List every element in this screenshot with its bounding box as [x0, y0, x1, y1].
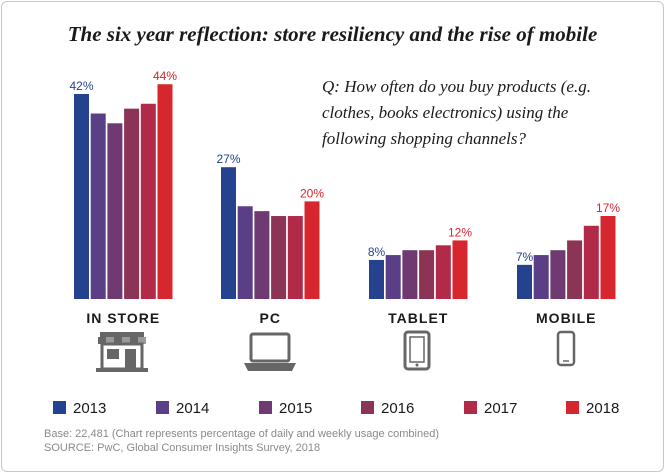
- legend-swatch: [566, 401, 579, 414]
- legend-item-2018: 2018: [566, 400, 619, 417]
- chart-title: The six year reflection: store resilienc…: [67, 22, 598, 46]
- bar-2013: [517, 264, 532, 299]
- category-label: TABLET: [388, 310, 448, 326]
- bar-2018: [600, 216, 616, 299]
- legend-swatch: [53, 401, 66, 414]
- survey-question: Q: How often do you buy products (e.g. c…: [322, 77, 591, 148]
- bar-2016: [419, 250, 435, 299]
- data-label: 20%: [300, 186, 324, 200]
- legend-item-2017: 2017: [464, 400, 517, 417]
- bar-2018: [452, 240, 468, 299]
- category-label: PC: [260, 310, 281, 326]
- data-label: 44%: [153, 69, 177, 83]
- bar-2015: [107, 123, 123, 300]
- laptop-icon: [244, 332, 296, 371]
- data-label: 42%: [69, 79, 93, 93]
- bar-2015: [254, 211, 270, 299]
- category-group-in-store: 42% 44% IN STORE: [69, 69, 177, 326]
- data-label: 12%: [448, 225, 472, 239]
- category-label: IN STORE: [86, 310, 160, 326]
- bar-2014: [385, 255, 401, 299]
- smartphone-icon: [556, 330, 576, 367]
- legend-swatch: [156, 401, 169, 414]
- bar-2017: [140, 103, 156, 299]
- data-label: 17%: [596, 201, 620, 215]
- category-group-tablet: 8% 12% TABLET: [368, 225, 473, 326]
- data-label: 7%: [516, 250, 534, 264]
- bar-2014: [90, 113, 106, 300]
- bar-2016: [271, 216, 287, 299]
- bar-2013: [74, 94, 89, 299]
- legend-label: 2014: [176, 400, 209, 417]
- legend-swatch: [259, 401, 272, 414]
- bar-2016: [124, 108, 140, 300]
- legend-item-2013: 2013: [53, 400, 106, 417]
- legend-swatch: [464, 401, 477, 414]
- legend-label: 2017: [484, 400, 517, 417]
- legend-label: 2016: [381, 400, 414, 417]
- bar-2015: [402, 250, 418, 299]
- bar-2013: [221, 167, 236, 299]
- bar-2017: [435, 245, 451, 299]
- category-label: MOBILE: [536, 310, 596, 326]
- legend-item-2015: 2015: [259, 400, 312, 417]
- category-group-mobile: 7% 17% MOBILE: [516, 201, 621, 326]
- bar-2014: [533, 255, 549, 299]
- bar-2017: [287, 216, 303, 299]
- bar-2018: [304, 201, 320, 299]
- legend-label: 2013: [73, 400, 106, 417]
- data-label: 8%: [368, 245, 386, 259]
- storefront-icon: [96, 332, 148, 372]
- legend-label: 2018: [586, 400, 619, 417]
- base-note: Base: 22,481 (Chart represents percentag…: [44, 428, 440, 440]
- bar-2018: [157, 84, 173, 299]
- bar-2013: [369, 259, 384, 299]
- legend-swatch: [361, 401, 374, 414]
- bar-2015: [550, 250, 566, 299]
- legend-item-2014: 2014: [156, 400, 209, 417]
- data-label: 27%: [216, 152, 240, 166]
- bar-2014: [237, 206, 253, 299]
- tablet-icon: [403, 330, 431, 371]
- legend-item-2016: 2016: [361, 400, 414, 417]
- category-group-pc: 27% 20% PC: [216, 152, 324, 326]
- bar-2016: [567, 240, 583, 299]
- legend-label: 2015: [279, 400, 312, 417]
- source-note: SOURCE: PwC, Global Consumer Insights Su…: [44, 442, 321, 454]
- bar-2017: [583, 225, 599, 299]
